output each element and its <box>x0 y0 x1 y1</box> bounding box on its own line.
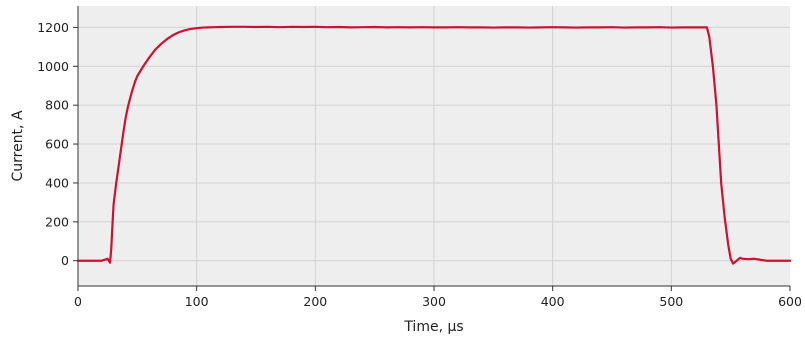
y-tick-label: 1200 <box>37 20 69 35</box>
y-tick-label: 600 <box>45 137 69 152</box>
x-tick-label: 0 <box>74 294 82 309</box>
y-tick-label: 1000 <box>37 59 69 74</box>
x-axis-title: Time, µs <box>403 319 463 335</box>
series-line <box>76 25 792 265</box>
y-tick-label: 400 <box>45 175 69 190</box>
y-tick-label: 800 <box>45 98 69 113</box>
x-tick-label: 100 <box>185 294 209 309</box>
x-tick-label: 600 <box>778 294 802 309</box>
x-tick-label: 300 <box>422 294 446 309</box>
x-tick-label: 500 <box>659 294 683 309</box>
grid-lines <box>78 6 790 286</box>
x-tick-label: 400 <box>541 294 565 309</box>
y-axis-ticks: 0 200 400 600 800 1000 1200 <box>37 20 78 268</box>
x-axis-ticks: 0 100 200 300 400 500 600 <box>74 286 802 309</box>
series-layer <box>76 25 792 265</box>
y-axis-title: Current, A <box>10 110 26 181</box>
y-tick-label: 200 <box>45 214 69 229</box>
x-tick-label: 200 <box>303 294 327 309</box>
y-tick-label: 0 <box>61 253 69 268</box>
